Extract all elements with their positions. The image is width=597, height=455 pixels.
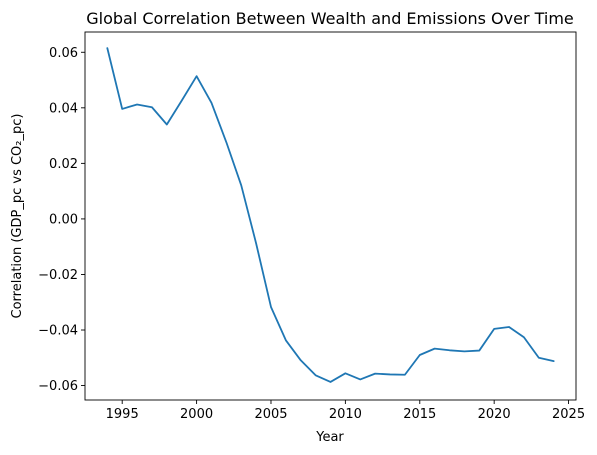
y-tick-label: −0.06 <box>38 379 78 394</box>
y-axis: −0.06 −0.04 −0.02 0.00 0.02 0.04 0.06 <box>38 46 85 394</box>
x-axis-label: Year <box>315 430 344 445</box>
x-tick-label: 2015 <box>403 407 436 422</box>
series-line <box>106 47 555 383</box>
chart-title: Global Correlation Between Wealth and Em… <box>86 9 574 28</box>
y-tick-label: 0.00 <box>49 212 78 227</box>
series-layer <box>106 47 555 383</box>
y-axis-label: Correlation (GDP_pc vs CO₂_pc) <box>10 114 25 319</box>
y-tick-label: −0.04 <box>38 324 78 339</box>
x-tick-label: 2025 <box>552 407 585 422</box>
y-tick-label: −0.02 <box>38 268 78 283</box>
y-tick-label: 0.06 <box>49 46 78 61</box>
plot-area <box>84 31 577 401</box>
y-tick-label: 0.02 <box>49 157 78 172</box>
x-tick-label: 2000 <box>180 407 213 422</box>
x-axis: 1995 2000 2005 2010 2015 2020 2025 <box>106 400 585 422</box>
x-tick-label: 2020 <box>478 407 511 422</box>
x-tick-label: 1995 <box>106 407 139 422</box>
x-tick-label: 2005 <box>254 407 287 422</box>
x-tick-label: 2010 <box>329 407 362 422</box>
y-tick-label: 0.04 <box>49 101 78 116</box>
